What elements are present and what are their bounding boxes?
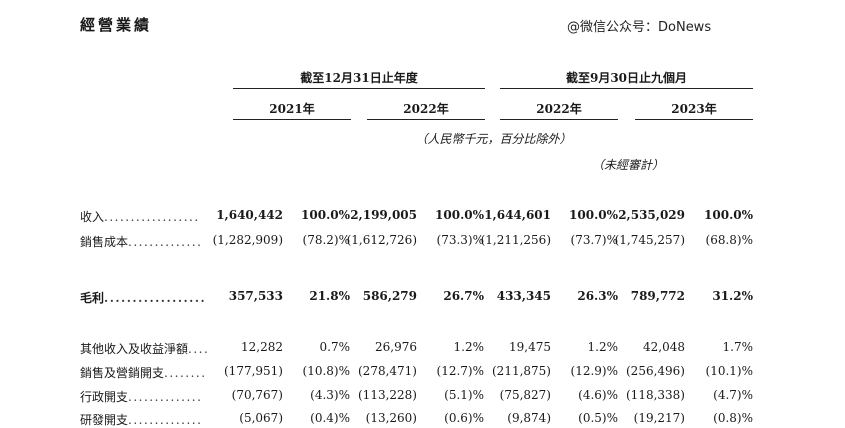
table-cell: 100.0% <box>301 208 350 222</box>
watermark-text: @微信公众号：DoNews <box>567 20 712 35</box>
year-header-2023: 2023年 <box>671 102 717 116</box>
table-cell: (13,260) <box>365 411 417 425</box>
table-cell: 21.8% <box>309 289 350 303</box>
table-cell: 433,345 <box>496 289 551 303</box>
table-cell: 789,772 <box>630 289 685 303</box>
year-rule <box>635 119 753 120</box>
table-cell: (4.3)% <box>310 388 350 402</box>
table-cell: (10.8)% <box>302 364 350 378</box>
table-cell: (118,338) <box>626 388 685 402</box>
table-cell: (10.1)% <box>705 364 753 378</box>
table-cell: (4.6)% <box>578 388 618 402</box>
table-cell: (12.9)% <box>570 364 618 378</box>
table-cell: (1,282,909) <box>212 233 283 247</box>
table-row-label: 其他收入及收益淨額.... <box>80 342 210 356</box>
table-cell: 1.2% <box>453 340 485 354</box>
table-cell: 1.2% <box>587 340 619 354</box>
table-cell: (1,211,256) <box>480 233 551 247</box>
table-row-label: 行政開支.............. <box>80 390 203 404</box>
year-header-2021: 2021年 <box>269 102 315 116</box>
table-cell: (177,951) <box>224 364 283 378</box>
table-cell: 1.7% <box>722 340 754 354</box>
table-cell: 586,279 <box>362 289 417 303</box>
group-header-nine-months: 截至9月30日止九個月 <box>565 71 688 85</box>
year-rule <box>367 119 485 120</box>
table-cell: 1,640,442 <box>216 208 283 222</box>
year-rule <box>233 119 351 120</box>
table-cell: 26.7% <box>443 289 484 303</box>
table-cell: (1,745,257) <box>614 233 685 247</box>
table-cell: 12,282 <box>241 340 283 354</box>
table-cell: 19,475 <box>509 340 551 354</box>
table-cell: 2,199,005 <box>350 208 417 222</box>
year-header-2022: 2022年 <box>403 102 449 116</box>
table-cell: (278,471) <box>358 364 417 378</box>
table-cell: (75,827) <box>499 388 551 402</box>
table-cell: (78.2)% <box>302 233 350 247</box>
table-cell: 31.2% <box>712 289 753 303</box>
table-cell: (68.8)% <box>705 233 753 247</box>
table-cell: (73.3)% <box>436 233 484 247</box>
table-row-label: 收入.................. <box>80 210 200 224</box>
table-cell: (9,874) <box>507 411 551 425</box>
table-cell: (73.7)% <box>570 233 618 247</box>
table-cell: 100.0% <box>569 208 618 222</box>
page-title: 經營業績 <box>80 16 153 34</box>
table-cell: 100.0% <box>435 208 484 222</box>
table-cell: (12.7)% <box>436 364 484 378</box>
table-row-label: 毛利.................. <box>80 291 207 305</box>
table-cell: (256,496) <box>626 364 685 378</box>
group-rule-right <box>500 88 753 89</box>
table-cell: 26,976 <box>375 340 417 354</box>
table-cell: (211,875) <box>492 364 551 378</box>
table-cell: (5,067) <box>239 411 283 425</box>
table-cell: (5.1)% <box>444 388 484 402</box>
table-cell: 357,533 <box>228 289 283 303</box>
table-cell: (19,217) <box>633 411 685 425</box>
table-row-label: 銷售成本.............. <box>80 235 203 249</box>
table-cell: 1,644,601 <box>484 208 551 222</box>
group-header-year-end: 截至12月31日止年度 <box>300 71 418 85</box>
table-cell: 2,535,029 <box>618 208 685 222</box>
table-cell: (0.8)% <box>713 411 753 425</box>
table-cell: 0.7% <box>319 340 351 354</box>
year-header-2022-nine-months: 2022年 <box>536 102 582 116</box>
table-cell: 42,048 <box>643 340 685 354</box>
audit-note: （未經審計） <box>591 158 664 172</box>
unit-note: （人民幣千元，百分比除外） <box>415 132 572 146</box>
table-cell: 26.3% <box>577 289 618 303</box>
year-rule <box>500 119 618 120</box>
table-cell: (4.7)% <box>713 388 753 402</box>
table-cell: (113,228) <box>358 388 417 402</box>
table-row-label: 銷售及營銷開支........ <box>80 366 207 380</box>
table-cell: 100.0% <box>704 208 753 222</box>
table-cell: (70,767) <box>231 388 283 402</box>
group-rule-left <box>233 88 485 89</box>
table-cell: (1,612,726) <box>346 233 417 247</box>
